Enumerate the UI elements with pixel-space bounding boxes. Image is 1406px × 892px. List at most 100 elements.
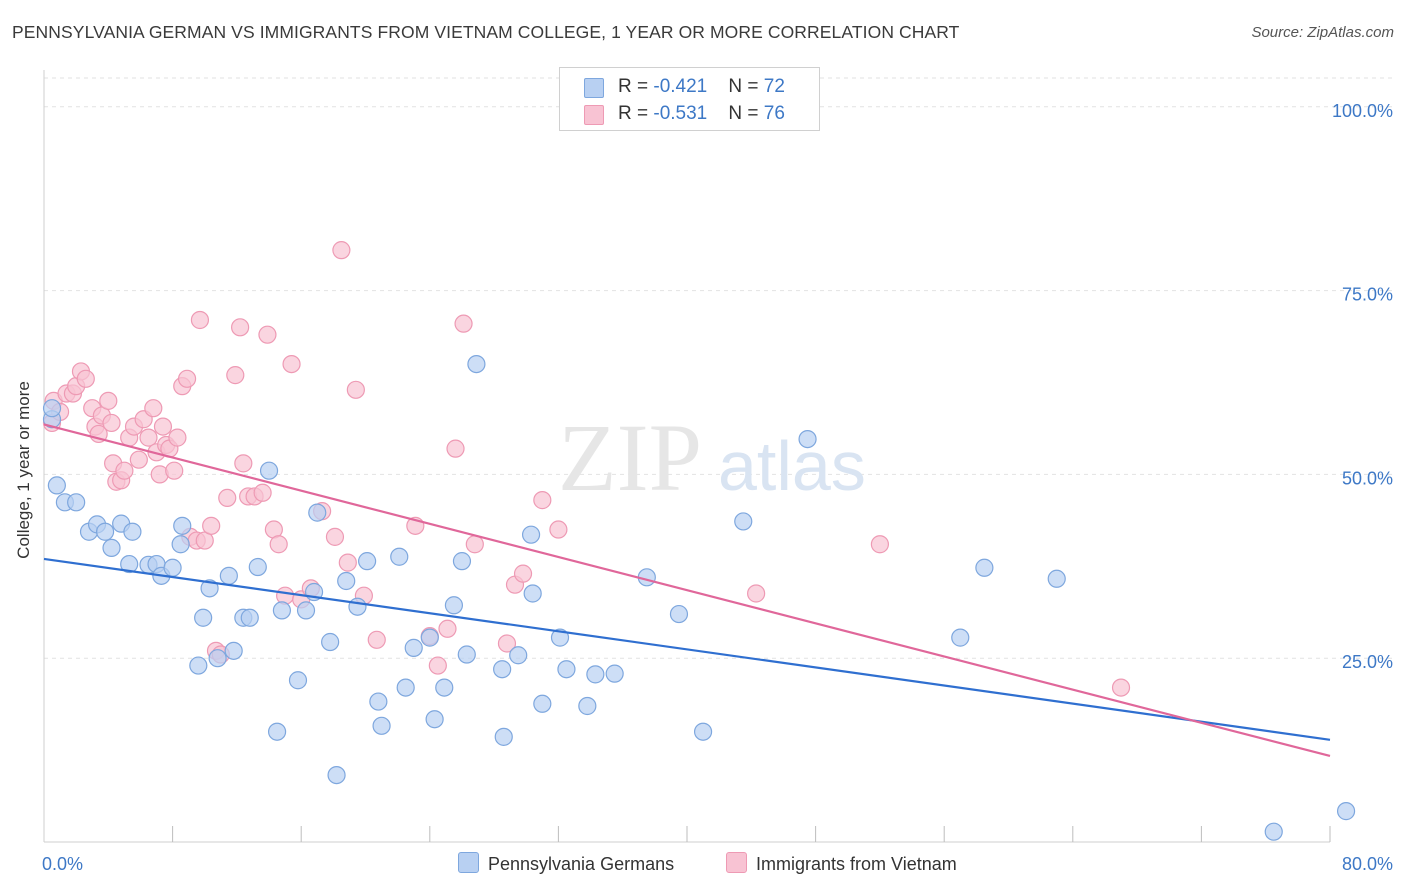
pink-point (253, 483, 272, 502)
blue-point (975, 558, 994, 577)
pink-point (454, 314, 473, 333)
pink-point (428, 656, 447, 675)
pink-point (446, 439, 465, 458)
correlation-legend: R = -0.421 N = 72 R = -0.531 N = 76 (559, 67, 820, 131)
y-tick-label: 50.0% (1342, 468, 1393, 488)
blue-point (194, 608, 213, 627)
blue-point (200, 579, 219, 598)
blue-point (259, 461, 279, 480)
y-tick-label: 100.0% (1332, 101, 1393, 121)
blue-point (240, 608, 259, 627)
pink-point (168, 428, 187, 447)
blue-point (171, 535, 190, 554)
pink-point (177, 369, 197, 388)
blue-point (1336, 802, 1356, 821)
legend-r-value: -0.531 (653, 103, 708, 124)
blue-point (425, 710, 444, 729)
bottom-legend-blue: Pennsylvania Germans (458, 852, 674, 876)
pink-point (165, 461, 184, 480)
pink-point (269, 535, 288, 554)
pink-point (129, 450, 148, 469)
x-tick-label: 80.0% (1342, 854, 1393, 874)
legend-n-value: 76 (763, 103, 785, 124)
pink-point (497, 634, 517, 653)
x-tick-label: 0.0% (42, 854, 83, 874)
chart-title: PENNSYLVANIA GERMAN VS IMMIGRANTS FROM V… (12, 22, 960, 42)
blue-point (272, 601, 292, 620)
pink-point (533, 491, 552, 510)
legend-n-label: N = (728, 103, 764, 124)
pink-point (438, 619, 457, 638)
pink-point (332, 241, 351, 260)
bottom-legend-swatch-pink (726, 852, 747, 873)
pink-point (513, 564, 533, 583)
blue-point (67, 493, 86, 512)
blue-point (267, 722, 287, 741)
blue-point (457, 645, 476, 664)
blue-point (798, 429, 817, 449)
blue-point (120, 554, 139, 574)
legend-r-label: R = (618, 103, 654, 124)
blue-point (734, 512, 753, 531)
pink-point (549, 520, 568, 539)
pink-point (258, 325, 277, 344)
legend-r-value: -0.421 (653, 76, 708, 97)
pink-point (234, 454, 253, 473)
blue-point (605, 664, 624, 683)
pink-point (231, 318, 250, 337)
pink-point (190, 310, 210, 330)
blue-point (444, 596, 464, 615)
pink-point (1111, 678, 1131, 697)
y-axis-title: College, 1 year or more (14, 381, 33, 559)
bottom-legend-pink: Immigrants from Vietnam (726, 852, 957, 876)
pink-point (99, 391, 118, 410)
watermark-atlas: atlas (718, 427, 866, 505)
blue-point (669, 604, 689, 624)
pink-point (747, 584, 766, 603)
blue-point (163, 558, 182, 577)
blue-point (372, 716, 391, 735)
blue-point (224, 641, 243, 660)
watermark-zip: ZIP (558, 404, 702, 511)
pink-point (153, 417, 173, 436)
blue-point (47, 476, 66, 495)
blue-point (42, 399, 62, 418)
blue-point (404, 638, 423, 657)
trendline-pennsylvania-germans (43, 557, 1331, 741)
y-tick-label: 25.0% (1342, 652, 1393, 672)
blue-point (523, 584, 542, 603)
blue-point (123, 522, 142, 541)
blue-point (348, 597, 367, 616)
pink-point (282, 354, 301, 374)
blue-point (494, 727, 513, 746)
legend-swatch-blue (584, 78, 604, 98)
pink-point (338, 553, 357, 572)
bottom-legend-swatch-blue (458, 852, 479, 873)
y-tick-label: 75.0% (1342, 285, 1393, 305)
blue-point (95, 522, 115, 541)
blue-point (586, 665, 605, 684)
pink-point (76, 369, 95, 388)
legend-r-label: R = (618, 76, 654, 97)
blue-point (693, 722, 713, 741)
bottom-legend-label-blue: Pennsylvania Germans (488, 854, 675, 874)
blue-point (327, 765, 346, 785)
blue-point (533, 694, 552, 713)
legend-n-label: N = (728, 76, 764, 97)
blue-point (493, 660, 512, 679)
blue-point (435, 678, 454, 697)
blue-point (509, 646, 528, 665)
blue-point (1047, 569, 1066, 588)
blue-point (102, 538, 121, 558)
pink-point (346, 380, 365, 399)
pink-point (465, 535, 484, 554)
pink-point (139, 428, 158, 447)
blue-point (550, 628, 570, 647)
zipatlas-watermark: ZIP atlas (558, 404, 866, 511)
blue-point (208, 649, 227, 668)
blue-point (951, 628, 970, 647)
pink-point (218, 488, 237, 508)
blue-point (452, 552, 472, 571)
blue-point (296, 601, 316, 620)
